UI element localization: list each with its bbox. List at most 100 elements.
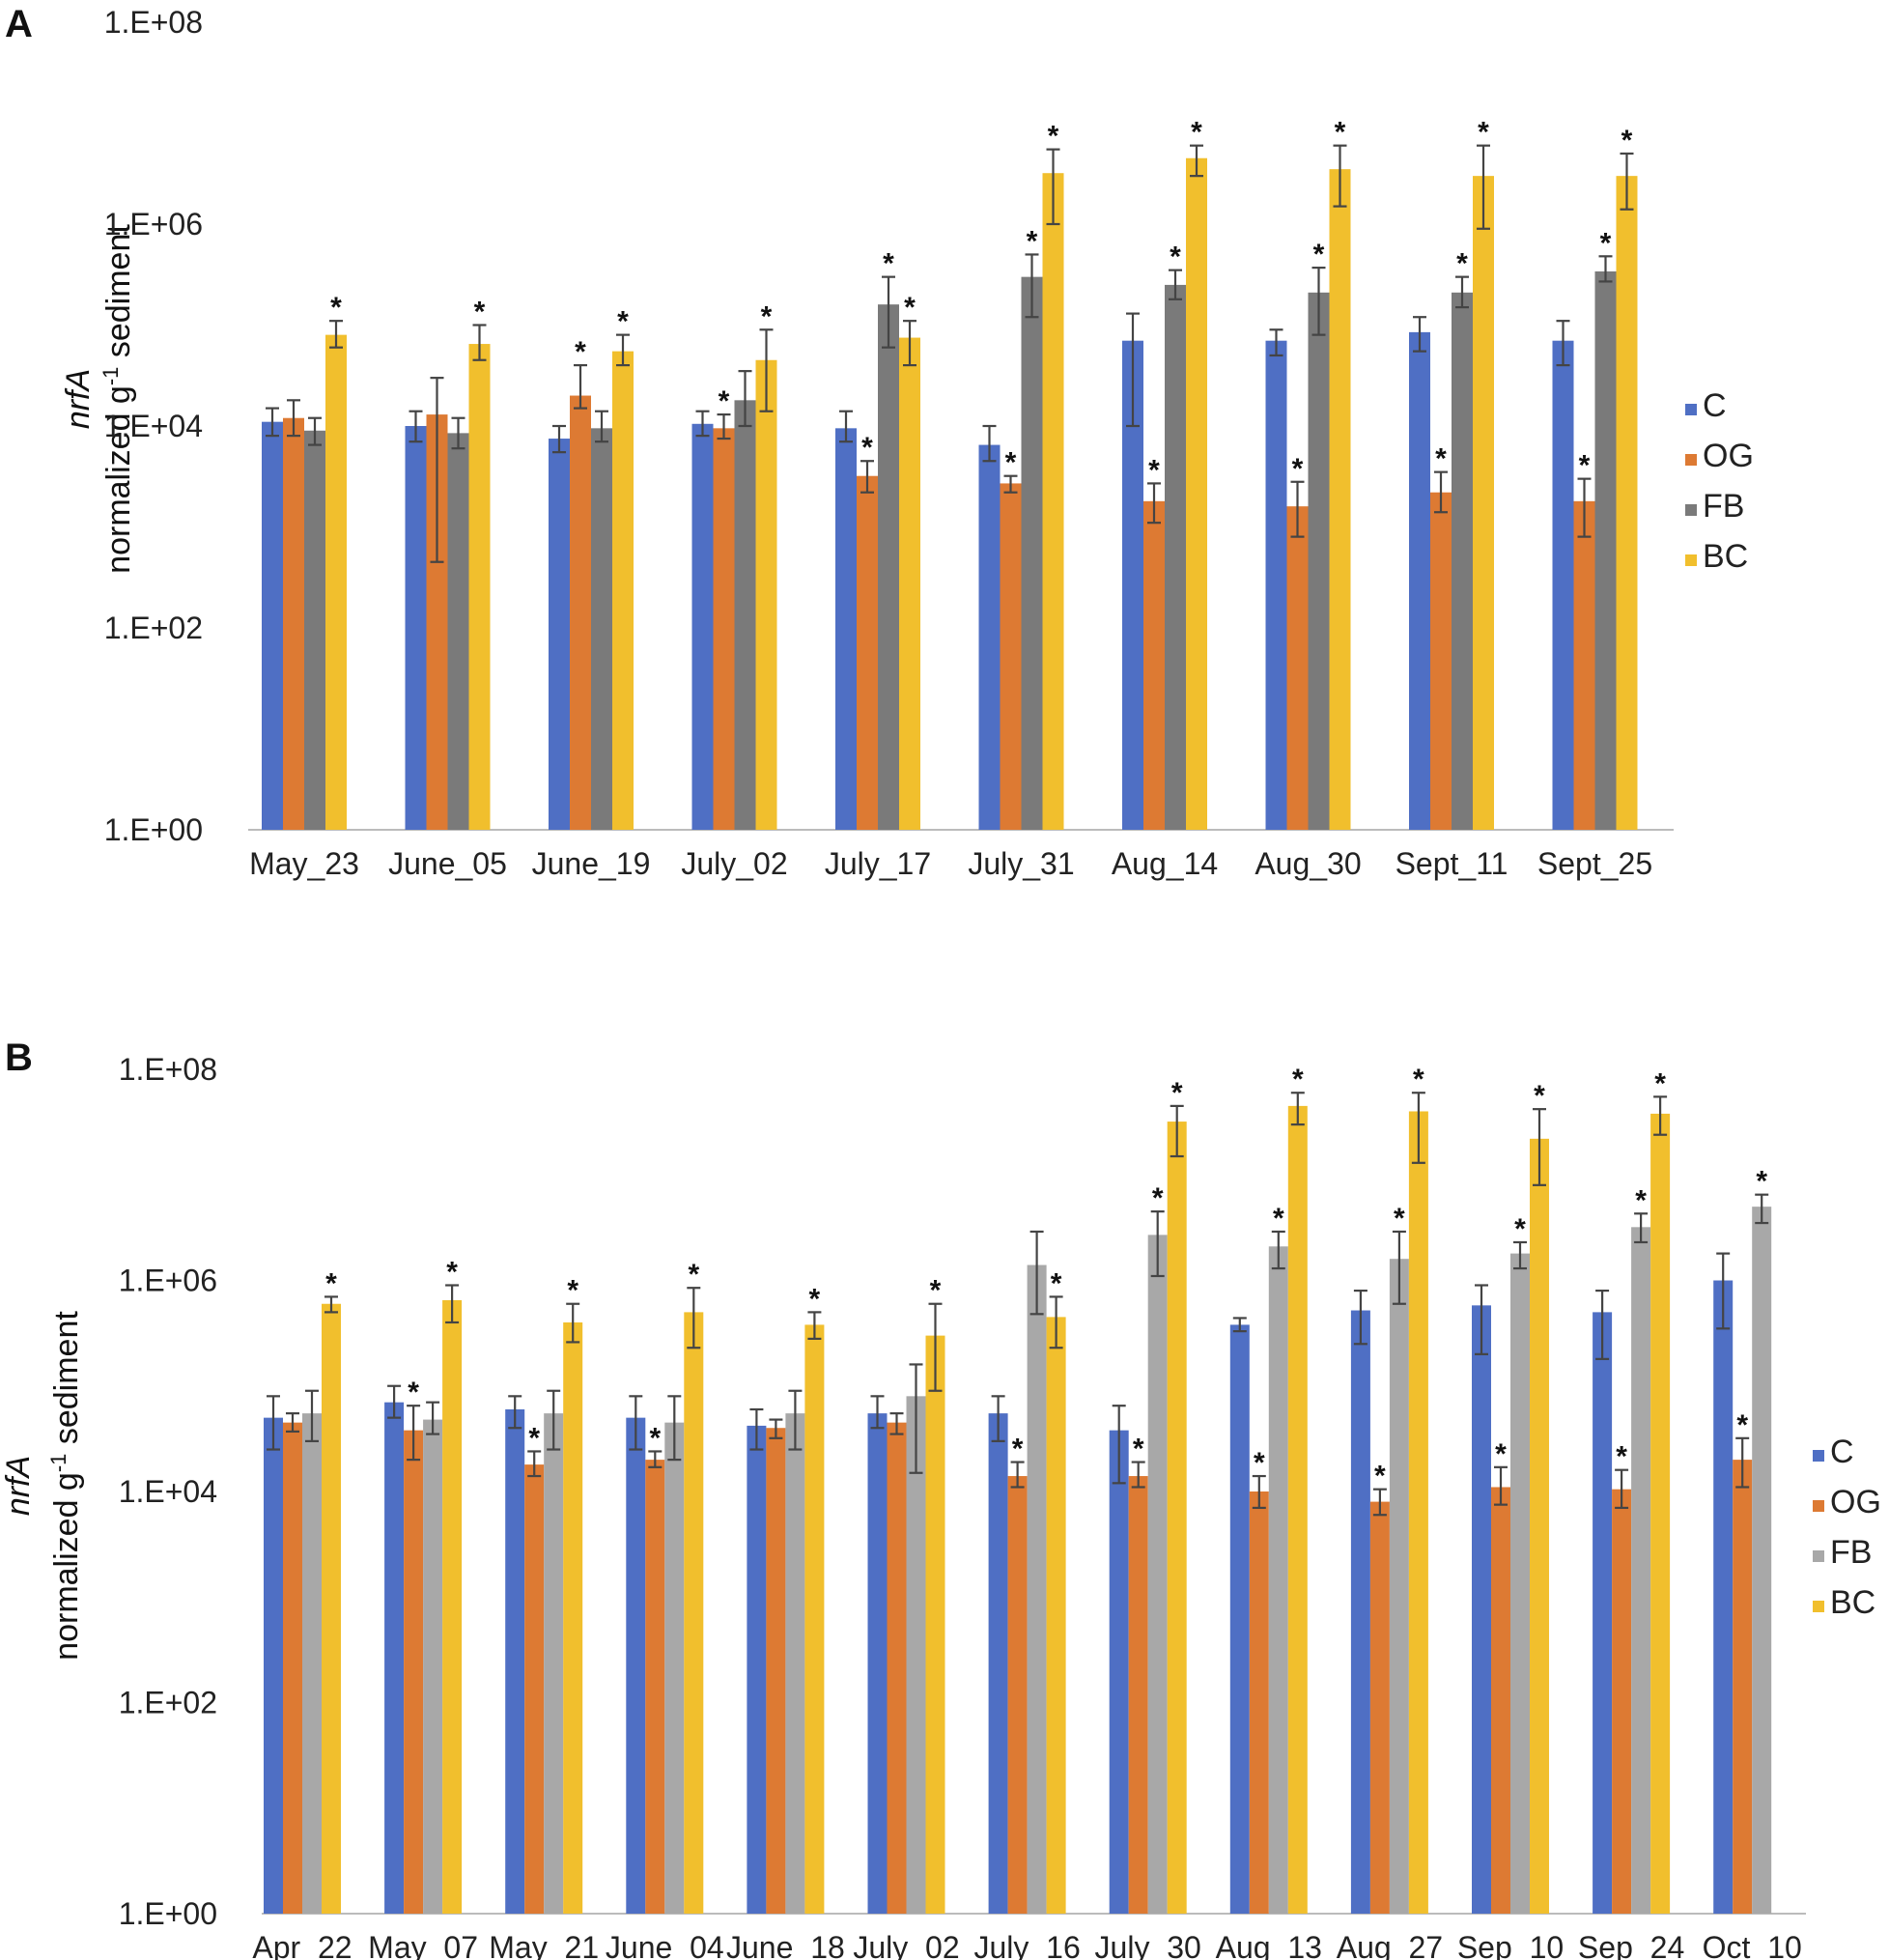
bar-fb [1594,270,1617,830]
x-tick-label: July_17 [825,846,931,881]
significance-marker: * [1621,125,1633,156]
significance-marker: * [1514,1213,1526,1245]
significance-marker: * [883,248,894,280]
bar-bc [755,359,777,830]
significance-marker: * [1170,241,1181,273]
legend-label-bc: BC [1830,1584,1875,1621]
significance-marker: * [1012,1434,1024,1465]
significance-marker: * [1191,117,1202,149]
x-tick-label: Aug_27 [1337,1930,1443,1960]
significance-marker: * [325,1267,337,1299]
x-tick-label: Sep_24 [1578,1930,1684,1960]
significance-marker: * [1374,1461,1386,1492]
y-tick-label: 1.E+08 [104,5,203,40]
bar-fb [304,430,325,830]
bar-bc [1042,173,1064,831]
y-tick-label: 1.E+04 [104,409,203,443]
bar-bc [1329,169,1351,830]
bar-c [549,439,570,830]
bar-fb [1510,1253,1530,1914]
bar-fb [1308,292,1330,830]
x-tick-label: June_04 [606,1930,724,1960]
legend-swatch-c [1685,404,1697,415]
significance-marker: * [1736,1409,1748,1441]
bar-c [1265,340,1287,830]
legend-swatch-c [1813,1450,1824,1462]
significance-marker: * [1152,1182,1164,1214]
bar-bc [1167,1122,1187,1914]
y-tick-label: 1.E+04 [119,1474,217,1509]
bar-c [1472,1305,1491,1914]
panel-a: A nrfA normalized g-1 sediment 1.E+001.E… [5,3,1754,881]
significance-marker: * [1394,1203,1405,1235]
bar-bc [1186,157,1207,831]
significance-marker: * [1148,454,1160,486]
x-tick-label: Aug_14 [1112,846,1218,881]
bar-og [1733,1460,1753,1914]
bar-fb [1021,276,1043,830]
panel-a-legend: C OG FB BC [1685,387,1754,575]
significance-marker: * [688,1259,699,1291]
bar-c [1409,331,1430,830]
panel-a-ylabel-gene: nrfA [60,369,97,429]
legend-label-fb: FB [1830,1534,1872,1571]
bar-c [835,428,857,830]
bar-c [405,426,427,830]
bar-bc [899,337,920,830]
bar-bc [1408,1111,1428,1914]
panel-a-bars: * * * * * * * * * * * * * * * * * * * * * * * * [262,117,1638,831]
significance-marker: * [446,1256,458,1288]
bar-bc [1287,1105,1308,1914]
legend-swatch-bc [1813,1601,1824,1612]
significance-marker: * [1313,239,1325,270]
bar-fb [1452,292,1473,830]
bar-bc [1046,1317,1066,1914]
legend-label-og: OG [1703,438,1754,474]
x-tick-label: June_19 [532,846,651,881]
significance-marker: * [1292,1064,1304,1095]
bar-c [988,1413,1008,1914]
significance-marker: * [1051,1267,1062,1299]
significance-marker: * [1335,117,1346,149]
bar-fb [591,428,612,830]
y-tick-label: 1.E+02 [119,1686,217,1720]
bar-c [867,1413,888,1914]
bar-bc [804,1324,825,1914]
bar-og [766,1428,786,1914]
bar-bc [442,1299,463,1914]
bar-fb [1027,1264,1047,1914]
bar-bc [468,344,491,830]
x-tick-label: May_23 [249,846,359,881]
bar-c [262,421,283,830]
bar-c [747,1425,767,1914]
significance-marker: * [330,292,342,324]
significance-marker: * [1534,1080,1545,1112]
bar-c [1122,340,1143,830]
y-tick-label: 1.E+08 [119,1052,217,1087]
bar-fb [1631,1227,1651,1914]
x-tick-label: Sept_11 [1396,846,1508,881]
bar-og [713,428,735,830]
bar-c [1713,1280,1734,1914]
legend-swatch-fb [1685,504,1697,516]
legend-swatch-bc [1685,554,1697,566]
bar-fb [785,1413,805,1914]
significance-marker: * [1495,1438,1507,1470]
bar-bc [1650,1113,1671,1914]
bar-og [1612,1489,1632,1914]
bar-bc [1616,176,1638,831]
bar-c [1350,1310,1370,1914]
panel-b-x-ticks: Apr_22 May_07 May_21 June_04 June_18 July_02 J… [252,1930,1801,1960]
legend-swatch-og [1813,1500,1824,1512]
x-tick-label: Oct_10 [1703,1930,1802,1960]
bar-og [426,414,448,830]
panel-b-y-axis-title: nrfA normalized g-1 sediment [0,1311,85,1661]
panel-b: B nrfA normalized g-1 sediment 1.E+001.E… [0,1037,1881,1960]
bar-fb [1147,1235,1168,1914]
bar-og [1128,1476,1148,1914]
x-tick-label: May_07 [368,1930,478,1960]
bar-og [887,1422,907,1914]
significance-marker: * [1635,1184,1647,1216]
significance-marker: * [1027,225,1038,257]
x-tick-label: Aug_13 [1216,1930,1322,1960]
